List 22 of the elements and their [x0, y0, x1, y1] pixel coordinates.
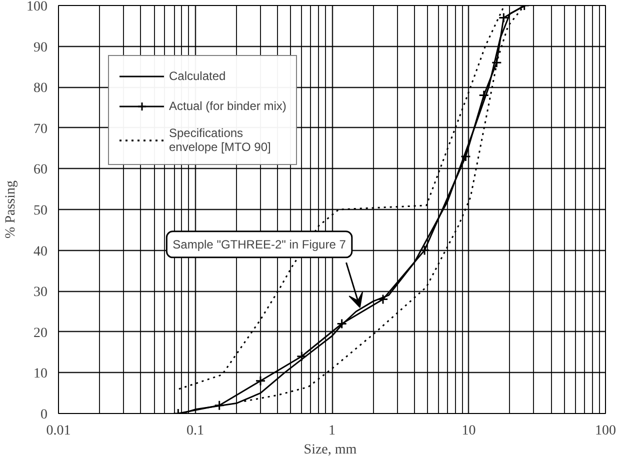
y-tick-label: 70 [34, 122, 48, 137]
y-axis-title: % Passing [4, 180, 18, 238]
y-tick-label: 90 [34, 40, 48, 56]
legend-label: Actual (for binder mix) [169, 98, 286, 115]
y-tick-label: 50 [34, 204, 48, 218]
y-tick-label: 40 [34, 244, 48, 260]
legend-label: Calculated [169, 68, 226, 85]
x-tick-label: 100 [595, 424, 616, 438]
y-tick-label: 80 [34, 81, 48, 96]
y-tick-label: 60 [34, 162, 48, 178]
x-axis-title: Size, mm [304, 442, 357, 458]
y-tick-label: 0 [40, 408, 48, 422]
y-tick-label: 100 [26, 0, 48, 14]
x-tick-label: 1 [328, 424, 336, 438]
y-tick-label: 30 [34, 285, 48, 300]
annotation: Sample "GTHREE-2" in Figure 7 [172, 237, 346, 252]
x-tick-label: 0.01 [46, 424, 71, 438]
legend-label: Specifications envelope [MTO 90] [169, 126, 271, 154]
x-tick-label: 0.1 [186, 424, 204, 438]
x-tick-label: 10 [462, 424, 476, 438]
y-tick-label: 20 [34, 326, 48, 341]
y-tick-label: 10 [34, 366, 48, 382]
